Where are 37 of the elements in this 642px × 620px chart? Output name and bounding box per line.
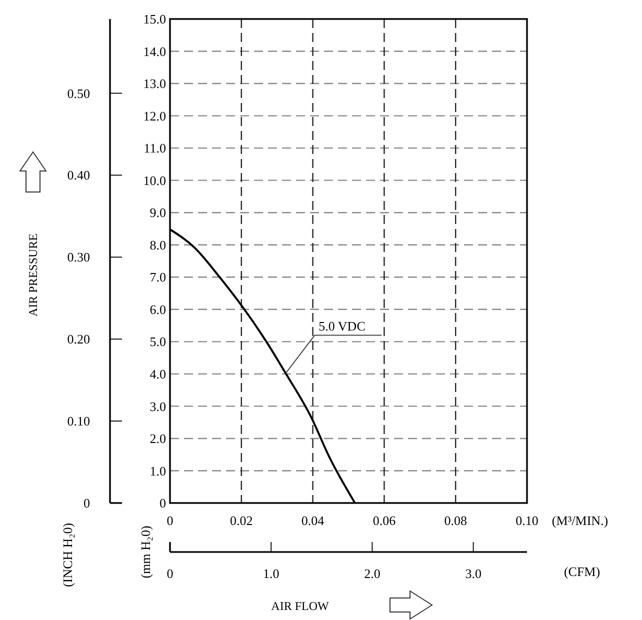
y-tick-label: 6.0 — [150, 302, 166, 317]
x2-tick-label: 2.0 — [364, 566, 380, 581]
y-tick-label: 4.0 — [150, 366, 166, 382]
y-tick-label: 12.0 — [143, 108, 166, 124]
x2-tick-label: 1.0 — [262, 566, 280, 581]
x-tick-label: 0.02 — [230, 513, 253, 528]
x2-axis-title: (CFM) — [564, 564, 600, 579]
y2-tick-label: 0.50 — [67, 86, 90, 101]
y-tick-label: 7.0 — [150, 270, 166, 285]
text: 5.0 VDC — [318, 318, 366, 334]
y2-tick-label: 0 — [84, 496, 90, 511]
x-axis-title: (M³/MIN.) — [552, 513, 608, 528]
y2-axis-title: (INCH H₂0) — [60, 522, 75, 588]
y2-tick-label: 0.30 — [67, 250, 90, 265]
y2-tick-label: 0.10 — [67, 414, 90, 429]
y-tick-label: 9.0 — [150, 205, 166, 220]
y-tick-label: 13.0 — [143, 76, 166, 92]
x-tick-label: 0.08 — [444, 513, 467, 528]
y-tick-label: 3.0 — [150, 398, 166, 414]
y-tick-label: 10.0 — [143, 172, 166, 188]
text: AIR FLOW — [271, 599, 330, 613]
x-tick-label: 0.10 — [516, 513, 538, 528]
y-tick-label: 14.0 — [143, 44, 166, 59]
y-tick-label: 5.0 — [150, 334, 166, 350]
text: AIR PRESSURE — [26, 233, 40, 317]
y-tick-label: 2.0 — [150, 431, 166, 446]
y2-tick-label: 0.40 — [67, 168, 90, 183]
x-tick-label: 0.04 — [301, 513, 325, 528]
x-tick-label: 0.06 — [372, 513, 396, 528]
y-tick-label: 15.0 — [143, 12, 166, 27]
y-tick-label: 1.0 — [150, 463, 166, 478]
y-tick-label: 11.0 — [144, 140, 166, 156]
y-tick-label: 0 — [160, 496, 166, 511]
y-axis-title: (mm H₂0) — [138, 526, 153, 578]
y-tick-label: 8.0 — [150, 237, 166, 252]
x2-tick-label: 3.0 — [465, 566, 482, 581]
y2-tick-label: 0.20 — [67, 332, 90, 347]
